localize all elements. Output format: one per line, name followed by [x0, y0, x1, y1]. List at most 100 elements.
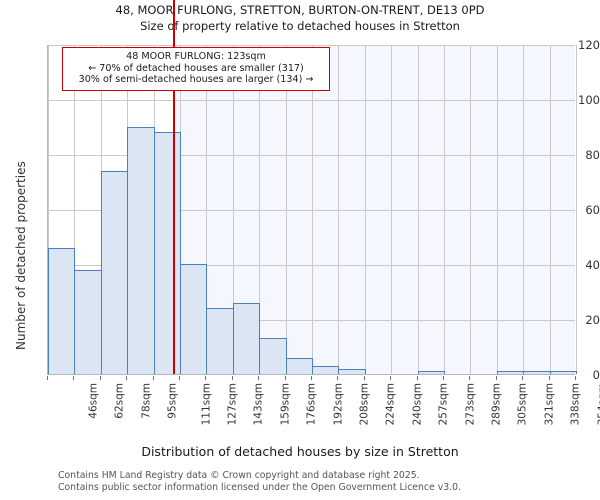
y-axis-tick-label: 60	[585, 203, 600, 217]
histogram-bar	[206, 308, 234, 374]
histogram-bar	[48, 247, 75, 374]
gridline-vertical	[365, 45, 366, 374]
y-axis-tick-label: 0	[592, 368, 600, 382]
y-axis-tick-label: 100	[578, 93, 600, 107]
x-axis-tick-label: 111sqm	[200, 383, 213, 426]
histogram-bar	[286, 357, 313, 374]
gridline-vertical	[206, 45, 207, 374]
gridline-vertical	[48, 45, 49, 374]
x-axis-tick-mark	[73, 376, 74, 380]
histogram-bar	[127, 126, 155, 374]
x-axis-tick-mark	[232, 376, 233, 380]
subject-property-marker	[173, 0, 176, 374]
x-axis-tick-label: 257sqm	[437, 383, 450, 426]
x-axis-tick-label: 159sqm	[279, 383, 292, 426]
x-axis-tick-label: 95sqm	[166, 383, 179, 419]
footer-line-2: Contains public sector information licen…	[58, 481, 461, 493]
x-axis-tick-mark	[311, 376, 312, 380]
histogram-bar	[312, 365, 339, 374]
histogram-bar	[338, 368, 366, 374]
gridline-vertical	[338, 45, 339, 374]
x-axis-tick-mark	[390, 376, 391, 380]
histogram-bar	[154, 132, 181, 374]
histogram-bar	[233, 302, 260, 374]
gridline-vertical	[576, 45, 577, 374]
gridline-horizontal	[48, 45, 575, 46]
x-axis-tick-label: 354sqm	[596, 383, 600, 426]
x-axis-tick-mark	[522, 376, 523, 380]
footer-line-1: Contains HM Land Registry data © Crown c…	[58, 470, 420, 481]
annotation-line-1: 48 MOOR FURLONG: 123sqm	[126, 51, 266, 62]
subject-property-annotation: 48 MOOR FURLONG: 123sqm ← 70% of detache…	[62, 47, 330, 91]
gridline-vertical	[286, 45, 287, 374]
y-axis-tick-label: 80	[585, 148, 600, 162]
x-axis-tick-label: 224sqm	[384, 383, 397, 426]
x-axis-tick-mark	[258, 376, 259, 380]
x-axis-tick-label: 305sqm	[516, 383, 529, 426]
histogram-bar	[523, 371, 551, 374]
x-axis-tick-label: 46sqm	[87, 383, 100, 419]
gridline-vertical	[444, 45, 445, 374]
gridline-vertical	[418, 45, 419, 374]
x-axis-tick-mark	[496, 376, 497, 380]
x-axis-tick-mark	[153, 376, 154, 380]
y-axis-tick-label: 40	[585, 258, 600, 272]
x-axis-tick-mark	[205, 376, 206, 380]
x-axis-tick-mark	[337, 376, 338, 380]
gridline-horizontal	[48, 155, 575, 156]
histogram-bar	[418, 371, 445, 374]
x-axis-tick-mark	[126, 376, 127, 380]
x-axis-tick-mark	[469, 376, 470, 380]
gridline-vertical	[550, 45, 551, 374]
x-axis-tick-mark	[179, 376, 180, 380]
page-title: 48, MOOR FURLONG, STRETTON, BURTON-ON-TR…	[115, 3, 485, 17]
annotation-line-3: 30% of semi-detached houses are larger (…	[78, 74, 314, 86]
gridline-vertical	[497, 45, 498, 374]
x-axis-tick-mark	[285, 376, 286, 380]
gridline-vertical	[312, 45, 313, 374]
chart-title-block: 48, MOOR FURLONG, STRETTON, BURTON-ON-TR…	[0, 2, 600, 34]
x-axis-tick-label: 338sqm	[569, 383, 582, 426]
gridline-vertical	[74, 45, 75, 374]
x-axis-tick-label: 176sqm	[305, 383, 318, 426]
x-axis-tick-label: 289sqm	[490, 383, 503, 426]
x-axis-tick-mark	[443, 376, 444, 380]
x-axis-tick-label: 208sqm	[358, 383, 371, 426]
gridline-horizontal	[48, 210, 575, 211]
x-axis-tick-mark	[364, 376, 365, 380]
histogram-bar	[259, 338, 287, 374]
chart-subtitle: Size of property relative to detached ho…	[140, 19, 460, 33]
y-axis-tick-label: 20	[585, 313, 600, 327]
plot-area	[47, 0, 577, 375]
gridline-horizontal	[48, 265, 575, 266]
x-axis-tick-mark	[417, 376, 418, 380]
gridline-vertical	[259, 45, 260, 374]
histogram-bar	[180, 264, 207, 374]
x-axis-tick-label: 192sqm	[332, 383, 345, 426]
x-axis-tick-label: 62sqm	[113, 383, 126, 419]
x-axis-tick-label: 240sqm	[411, 383, 424, 426]
x-axis-tick-label: 127sqm	[226, 383, 239, 426]
x-axis-tick-mark	[549, 376, 550, 380]
x-axis-tick-label: 143sqm	[252, 383, 265, 426]
gridline-vertical	[233, 45, 234, 374]
x-axis-tick-mark	[100, 376, 101, 380]
gridline-horizontal	[48, 100, 575, 101]
x-axis-tick-mark	[575, 376, 576, 380]
histogram-bar	[497, 371, 524, 374]
annotation-line-2: ← 70% of detached houses are smaller (31…	[88, 62, 304, 74]
x-axis-tick-mark	[47, 376, 48, 380]
x-axis-tick-label: 321sqm	[543, 383, 556, 426]
gridline-vertical	[470, 45, 471, 374]
attribution-footer: Contains HM Land Registry data © Crown c…	[58, 470, 598, 493]
gridline-vertical	[391, 45, 392, 374]
gridline-vertical	[523, 45, 524, 374]
x-axis-tick-label: 78sqm	[140, 383, 153, 419]
histogram-bar	[74, 269, 102, 374]
histogram-bar	[550, 371, 577, 374]
gridline-horizontal	[48, 320, 575, 321]
y-axis-title: Number of detached properties	[14, 161, 28, 350]
y-axis-tick-label: 120	[578, 38, 600, 52]
x-axis-tick-label: 273sqm	[464, 383, 477, 426]
